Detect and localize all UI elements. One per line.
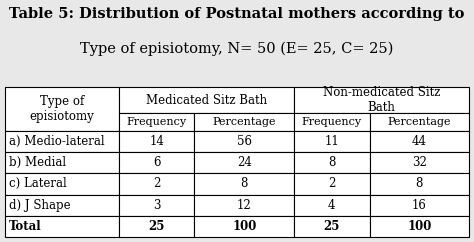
Text: 100: 100	[232, 220, 256, 233]
Bar	[370, 216, 469, 237]
Text: 3: 3	[153, 199, 161, 212]
Bar	[119, 113, 194, 131]
Bar	[194, 216, 294, 237]
Bar	[194, 195, 294, 216]
Text: 2: 2	[328, 177, 336, 190]
Bar	[119, 152, 194, 173]
Text: 16: 16	[412, 199, 427, 212]
Text: b) Medial: b) Medial	[9, 156, 66, 169]
Text: Type of episiotomy, N= 50 (E= 25, C= 25): Type of episiotomy, N= 50 (E= 25, C= 25)	[80, 41, 394, 55]
Text: 2: 2	[153, 177, 160, 190]
Text: 25: 25	[324, 220, 340, 233]
Bar	[5, 131, 119, 152]
Bar	[294, 87, 469, 113]
Bar	[119, 87, 294, 113]
Bar	[119, 173, 194, 195]
Bar	[294, 173, 370, 195]
Text: d) J Shape: d) J Shape	[9, 199, 70, 212]
Bar	[5, 216, 119, 237]
Bar	[194, 152, 294, 173]
Text: Non-medicated Sitz
Bath: Non-medicated Sitz Bath	[323, 86, 440, 114]
Text: 14: 14	[149, 135, 164, 148]
Text: 24: 24	[237, 156, 252, 169]
Bar	[5, 87, 119, 131]
Text: Percentage: Percentage	[212, 117, 276, 127]
Bar	[5, 152, 119, 173]
Bar	[370, 131, 469, 152]
Text: a) Medio-lateral: a) Medio-lateral	[9, 135, 104, 148]
Text: 4: 4	[328, 199, 336, 212]
Bar	[294, 195, 370, 216]
Text: 25: 25	[148, 220, 165, 233]
Text: Type of
episiotomy: Type of episiotomy	[29, 95, 94, 123]
Text: 8: 8	[328, 156, 336, 169]
Bar	[294, 152, 370, 173]
Text: 11: 11	[325, 135, 339, 148]
Text: 100: 100	[407, 220, 432, 233]
Text: 6: 6	[153, 156, 161, 169]
Text: 8: 8	[416, 177, 423, 190]
Text: 8: 8	[241, 177, 248, 190]
Bar	[370, 195, 469, 216]
Text: c) Lateral: c) Lateral	[9, 177, 66, 190]
Bar	[294, 216, 370, 237]
Text: Medicated Sitz Bath: Medicated Sitz Bath	[146, 94, 267, 107]
Bar	[119, 195, 194, 216]
Text: Total: Total	[9, 220, 41, 233]
Bar	[294, 131, 370, 152]
Bar	[194, 113, 294, 131]
Text: Percentage: Percentage	[388, 117, 451, 127]
Bar	[370, 113, 469, 131]
Bar	[194, 173, 294, 195]
Bar	[5, 195, 119, 216]
Bar	[370, 173, 469, 195]
Bar	[370, 152, 469, 173]
Bar	[119, 216, 194, 237]
Bar	[194, 131, 294, 152]
Bar	[5, 173, 119, 195]
Text: Frequency: Frequency	[302, 117, 362, 127]
Bar	[294, 113, 370, 131]
Text: Frequency: Frequency	[127, 117, 187, 127]
Text: 56: 56	[237, 135, 252, 148]
Text: Table 5: Distribution of Postnatal mothers according to: Table 5: Distribution of Postnatal mothe…	[9, 7, 465, 21]
Text: 32: 32	[412, 156, 427, 169]
Bar	[119, 131, 194, 152]
Text: 12: 12	[237, 199, 252, 212]
Text: 44: 44	[412, 135, 427, 148]
